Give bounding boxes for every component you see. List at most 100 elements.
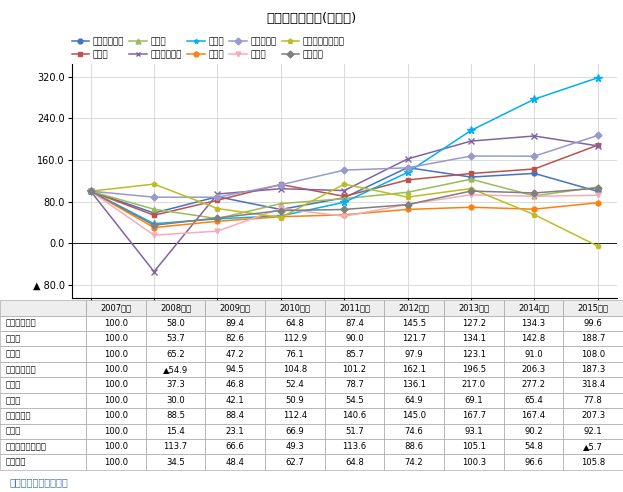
- Text: 108.0: 108.0: [581, 350, 606, 359]
- Text: 2013年度: 2013年度: [459, 304, 490, 312]
- FancyBboxPatch shape: [503, 315, 563, 331]
- FancyBboxPatch shape: [146, 377, 206, 393]
- サービス業他: [214, 194, 221, 200]
- Text: 96.6: 96.6: [524, 458, 543, 466]
- 金融・保険業: [214, 191, 221, 197]
- 製造業: [87, 188, 95, 194]
- Text: 134.1: 134.1: [462, 334, 486, 343]
- 運輸業: [150, 212, 158, 218]
- FancyBboxPatch shape: [384, 393, 444, 408]
- Text: 65.2: 65.2: [166, 350, 185, 359]
- Text: 62.7: 62.7: [285, 458, 304, 466]
- Text: 2015年度: 2015年度: [578, 304, 609, 312]
- Text: 100.3: 100.3: [462, 458, 486, 466]
- FancyBboxPatch shape: [563, 331, 623, 346]
- Text: 2012年度: 2012年度: [399, 304, 430, 312]
- FancyBboxPatch shape: [0, 362, 86, 377]
- 建設業: [467, 127, 475, 133]
- Text: 101.2: 101.2: [343, 365, 366, 374]
- 農・林・漁・鉱業: [277, 215, 285, 220]
- FancyBboxPatch shape: [503, 300, 563, 315]
- FancyBboxPatch shape: [265, 300, 325, 315]
- Legend: サービス業他, 運輸業, 卸売業, 金融・保険業, 建設業, 小売業, 情報通信業, 製造業, 農・林・漁・鉱業, 不動産業: サービス業他, 運輸業, 卸売業, 金融・保険業, 建設業, 小売業, 情報通信…: [72, 37, 345, 59]
- FancyBboxPatch shape: [384, 424, 444, 439]
- 農・林・漁・鉱業: [87, 188, 95, 194]
- Text: 123.1: 123.1: [462, 350, 486, 359]
- 不動産業: [214, 215, 221, 221]
- Text: 217.0: 217.0: [462, 380, 486, 390]
- FancyBboxPatch shape: [146, 455, 206, 470]
- FancyBboxPatch shape: [0, 377, 86, 393]
- Text: 2007年度: 2007年度: [100, 304, 131, 312]
- Text: 105.8: 105.8: [581, 458, 606, 466]
- Text: 66.9: 66.9: [285, 427, 304, 436]
- Text: 207.3: 207.3: [581, 411, 605, 420]
- Text: 88.4: 88.4: [226, 411, 245, 420]
- FancyBboxPatch shape: [325, 315, 384, 331]
- サービス業他: [531, 170, 538, 176]
- Text: 196.5: 196.5: [462, 365, 486, 374]
- Text: 113.7: 113.7: [163, 442, 188, 451]
- Text: 167.4: 167.4: [521, 411, 546, 420]
- FancyBboxPatch shape: [563, 315, 623, 331]
- 金融・保険業: [531, 133, 538, 139]
- FancyBboxPatch shape: [206, 300, 265, 315]
- Text: 66.6: 66.6: [226, 442, 244, 451]
- FancyBboxPatch shape: [206, 424, 265, 439]
- 情報通信業: [594, 132, 601, 138]
- FancyBboxPatch shape: [146, 408, 206, 424]
- FancyBboxPatch shape: [325, 408, 384, 424]
- Text: 206.3: 206.3: [521, 365, 546, 374]
- 金融・保険業: [150, 269, 158, 275]
- FancyBboxPatch shape: [384, 377, 444, 393]
- Line: 製造業: 製造業: [88, 189, 600, 238]
- Text: 49.3: 49.3: [285, 442, 304, 451]
- 情報通信業: [150, 194, 158, 200]
- FancyBboxPatch shape: [0, 439, 86, 455]
- 卸売業: [340, 196, 348, 202]
- FancyBboxPatch shape: [503, 455, 563, 470]
- FancyBboxPatch shape: [206, 455, 265, 470]
- Text: 64.8: 64.8: [285, 319, 304, 328]
- FancyBboxPatch shape: [384, 300, 444, 315]
- 製造業: [214, 228, 221, 234]
- FancyBboxPatch shape: [384, 455, 444, 470]
- Line: 卸売業: 卸売業: [88, 177, 600, 221]
- FancyBboxPatch shape: [206, 315, 265, 331]
- サービス業他: [87, 188, 95, 194]
- Line: 建設業: 建設業: [87, 74, 602, 228]
- 農・林・漁・鉱業: [404, 194, 411, 200]
- FancyBboxPatch shape: [0, 300, 86, 315]
- 運輸業: [87, 188, 95, 194]
- Text: 92.1: 92.1: [584, 427, 602, 436]
- 建設業: [531, 96, 538, 102]
- FancyBboxPatch shape: [503, 393, 563, 408]
- Text: 187.3: 187.3: [581, 365, 606, 374]
- Text: 91.0: 91.0: [524, 350, 543, 359]
- Text: 農・林・漁・鉱業: 農・林・漁・鉱業: [6, 442, 47, 451]
- サービス業他: [340, 195, 348, 201]
- FancyBboxPatch shape: [563, 455, 623, 470]
- Text: 54.5: 54.5: [345, 396, 364, 405]
- FancyBboxPatch shape: [0, 393, 86, 408]
- FancyBboxPatch shape: [206, 439, 265, 455]
- FancyBboxPatch shape: [384, 439, 444, 455]
- FancyBboxPatch shape: [86, 393, 146, 408]
- Text: 47.2: 47.2: [226, 350, 244, 359]
- FancyBboxPatch shape: [265, 393, 325, 408]
- 建設業: [340, 199, 348, 205]
- サービス業他: [404, 165, 411, 171]
- Text: 134.3: 134.3: [521, 319, 546, 328]
- FancyBboxPatch shape: [86, 346, 146, 362]
- 金融・保険業: [87, 188, 95, 194]
- FancyBboxPatch shape: [265, 439, 325, 455]
- サービス業他: [467, 174, 475, 180]
- FancyBboxPatch shape: [563, 300, 623, 315]
- Text: 運輸業: 運輸業: [6, 334, 21, 343]
- FancyBboxPatch shape: [0, 424, 86, 439]
- Text: 48.4: 48.4: [226, 458, 245, 466]
- FancyBboxPatch shape: [563, 408, 623, 424]
- FancyBboxPatch shape: [265, 315, 325, 331]
- Text: 産業別利益推移(非上場): 産業別利益推移(非上場): [267, 12, 356, 25]
- FancyBboxPatch shape: [86, 377, 146, 393]
